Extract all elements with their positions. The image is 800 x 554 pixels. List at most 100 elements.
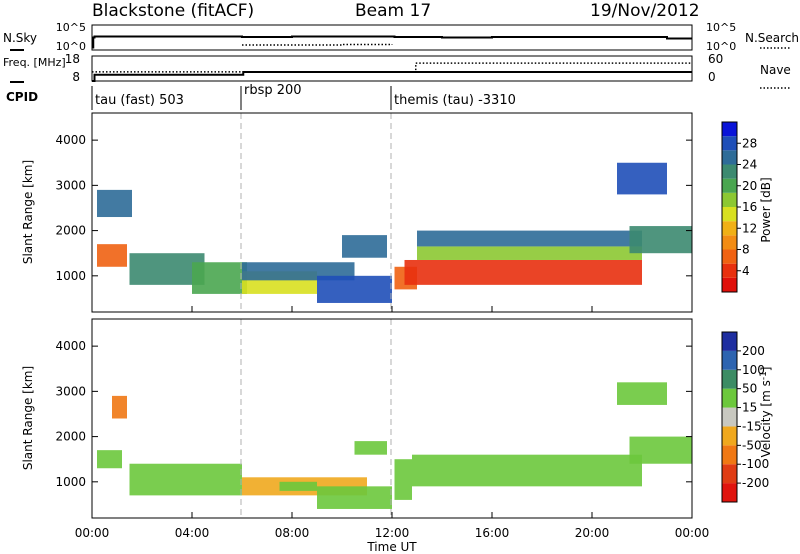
time-tick-label-4: 16:00	[475, 526, 510, 540]
velocity-colorbar-swatch-6	[722, 369, 737, 389]
power-colorbar-tick-label-1: 8	[742, 243, 750, 257]
noise-right-label: N.Search	[745, 31, 799, 45]
power-colorbar-tick-label-2: 12	[742, 221, 757, 235]
velocity-ytick-label-2: 3000	[55, 384, 86, 398]
frequency-panel: Freq. [MHz] 18 8 60 0 Nave	[3, 52, 791, 89]
velocity-colorbar-tick-label-4: -15	[742, 419, 762, 433]
cpid-label: CPID	[6, 90, 38, 104]
power-cell-13	[617, 162, 667, 195]
noise-left-tick-top: 10^5	[56, 21, 86, 34]
cpid-strip: CPID tau (fast) 503 rbsp 200 themis (tau…	[6, 83, 516, 110]
date-label: 19/Nov/2012	[590, 1, 700, 21]
power-cell-6	[317, 275, 392, 303]
velocity-cell-7	[394, 459, 412, 500]
velocity-colorbar-swatch-7	[722, 350, 737, 370]
power-ytick-label-0: 1000	[55, 269, 86, 283]
velocity-cell-2	[129, 463, 242, 496]
velocity-colorbar-frame	[721, 331, 738, 503]
power-cell-10	[417, 246, 642, 260]
power-colorbar-swatch-10	[722, 136, 737, 151]
power-colorbar-swatch-7	[722, 178, 737, 193]
beam-label: Beam 17	[355, 1, 431, 21]
power-colorbar: 4 8 12 16 20 24 28	[721, 121, 757, 293]
power-colorbar-swatch-1	[722, 263, 737, 278]
power-cell-0	[97, 244, 127, 267]
velocity-yticks: 1000 2000 3000 4000	[55, 339, 692, 489]
velocity-cell-4	[279, 481, 317, 491]
velocity-colorbar-swatch-4	[722, 407, 737, 427]
time-tick-label-5: 20:00	[575, 526, 610, 540]
time-tick-label-2: 08:00	[275, 526, 310, 540]
velocity-colorbar-swatch-3	[722, 426, 737, 446]
noise-left-tick-bottom: 10^0	[56, 40, 86, 53]
velocity-data-layer	[97, 382, 692, 509]
noise-sky-series	[92, 35, 692, 49]
velocity-cell-5	[317, 486, 392, 509]
velocity-ylabel: Slant Range [km]	[21, 366, 35, 470]
power-colorbar-swatch-9	[722, 150, 737, 165]
power-ylabel: Slant Range [km]	[21, 160, 35, 264]
velocity-cell-0	[97, 450, 122, 469]
velocity-cell-1	[112, 395, 127, 419]
velocity-panel: 1000 2000 3000 4000 00:00 04:00 08:00 12:00 16:…	[21, 306, 773, 554]
power-colorbar-tick-label-6: 28	[742, 136, 757, 150]
freq-left-tick-top: 18	[65, 52, 80, 66]
time-tick-label-3: 12:00	[375, 526, 410, 540]
plot-title: Blackstone (fitACF)	[92, 1, 254, 21]
velocity-ytick-label-3: 4000	[55, 339, 86, 353]
freq-right-tick-top: 60	[708, 52, 723, 66]
power-cell-11	[417, 230, 642, 247]
power-cell-9	[404, 259, 642, 285]
cpid-segment-2: rbsp 200	[244, 83, 302, 98]
cpid-segment-3: themis (tau) -3310	[394, 93, 516, 108]
nave-series	[92, 62, 692, 73]
power-colorbar-swatch-2	[722, 249, 737, 264]
power-cell-7	[342, 235, 387, 258]
velocity-cell-10	[617, 382, 667, 405]
power-colorbar-swatch-4	[722, 221, 737, 236]
noise-right-tick-bottom: 10^0	[706, 40, 736, 53]
velocity-colorbar-swatch-1	[722, 464, 737, 484]
velocity-ytick-label-0: 1000	[55, 475, 86, 489]
freq-left-label: Freq. [MHz]	[3, 56, 66, 69]
power-colorbar-tick-label-5: 24	[742, 158, 757, 172]
velocity-colorbar-tick-label-5: -50	[742, 438, 762, 452]
power-data-layer	[97, 162, 692, 303]
power-ytick-label-3: 4000	[55, 133, 86, 147]
power-cell-12	[629, 226, 692, 254]
time-tick-label-6: 00:00	[675, 526, 710, 540]
cpid-segment-1: tau (fast) 503	[95, 93, 184, 108]
noise-right-tick-top: 10^5	[706, 21, 736, 34]
noise-panel: N.Sky 10^5 10^0 10^5 10^0 N.Search	[3, 21, 799, 53]
power-colorbar-swatch-11	[722, 122, 737, 137]
velocity-colorbar-tick-label-3: 15	[742, 401, 757, 415]
velocity-cell-8	[412, 454, 642, 487]
power-ytick-label-2: 3000	[55, 178, 86, 192]
time-tick-label-0: 00:00	[75, 526, 110, 540]
power-colorbar-swatch-6	[722, 192, 737, 207]
time-axis-label: Time UT	[366, 540, 417, 554]
power-panel: 1000 2000 3000 4000 Slant Range [km] 4 8 12 16…	[21, 112, 773, 313]
time-axis: 00:00 04:00 08:00 12:00 16:00 20:00 00:00	[75, 306, 710, 540]
noise-left-label: N.Sky	[3, 31, 37, 45]
velocity-colorbar-tick-label-7: -200	[742, 476, 769, 490]
velocity-colorbar-swatch-2	[722, 445, 737, 465]
power-cell-3	[192, 262, 247, 294]
velocity-colorbar-swatch-8	[722, 332, 737, 351]
frequency-panel-frame	[91, 55, 693, 82]
freq-right-tick-bottom: 0	[708, 70, 716, 84]
power-yticks: 1000 2000 3000 4000	[55, 133, 692, 283]
time-tick-label-1: 04:00	[175, 526, 210, 540]
velocity-colorbar-label: Velocity [m s-1]	[759, 367, 773, 458]
power-colorbar-swatch-3	[722, 235, 737, 250]
noise-search-series	[242, 43, 393, 46]
freq-right-label: Nave	[760, 63, 791, 77]
power-ytick-label-1: 2000	[55, 224, 86, 238]
power-cell-1	[97, 189, 132, 218]
freq-series	[92, 71, 692, 82]
power-colorbar-swatch-8	[722, 164, 737, 179]
power-colorbar-tick-label-4: 20	[742, 179, 757, 193]
velocity-colorbar: 200 100 50 15 -15 -50 -100 -200	[721, 331, 769, 503]
power-colorbar-swatch-0	[722, 277, 737, 292]
velocity-colorbar-tick-label-6: -100	[742, 457, 769, 471]
